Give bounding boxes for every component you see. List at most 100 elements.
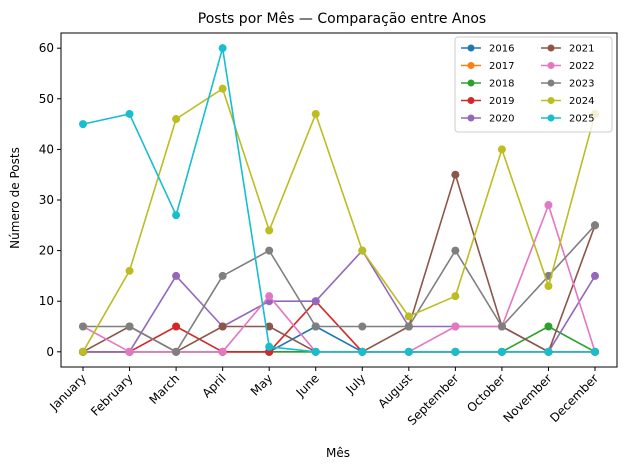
data-point [544,322,553,331]
legend-swatch-marker [467,62,475,69]
x-tick-label: May [248,371,275,398]
data-point [218,271,227,280]
y-tick-label: 40 [39,142,54,156]
data-point [358,322,367,331]
data-point [544,347,553,356]
data-point [125,109,134,118]
series-line [83,325,595,353]
x-tick-label: November [501,371,555,425]
data-point [404,322,413,331]
series-line [82,87,596,353]
data-point [265,246,274,255]
data-point [172,115,181,124]
y-tick-label: 0 [46,345,54,359]
series-2022 [79,201,599,356]
data-point [497,347,506,356]
legend-item: 2018 [461,79,514,90]
legend-swatch-marker [547,97,555,104]
series-line [83,224,596,353]
x-tick-label: December [547,371,601,425]
data-point [172,347,181,356]
data-point [172,211,181,220]
x-tick-label: March [146,371,182,407]
legend-item: 2016 [461,44,514,55]
legend-label: 2024 [569,96,594,107]
series-line [82,173,596,353]
data-point [544,201,553,210]
data-point [311,322,320,331]
series-group [79,44,599,356]
data-point [79,120,87,129]
legend-item: 2017 [461,61,514,72]
data-point [125,266,134,275]
data-point [125,322,134,331]
legend-label: 2017 [489,61,514,72]
x-tick-label: July [343,371,369,397]
legend-swatch-marker [547,79,555,87]
data-point [172,271,181,280]
y-tick-label: 30 [39,193,54,207]
x-tick-label: June [293,371,322,400]
legend-swatch-marker [547,62,555,69]
series-2023 [79,221,599,356]
legend-item: 2019 [461,96,514,107]
legend: 2016 2017 2018 2019 2020 2021 2022 2023 2024 2025 [454,36,613,133]
data-point [265,342,274,351]
x-tick-label: February [88,371,136,419]
data-point [544,282,553,291]
series-2021 [79,170,599,356]
data-point [404,312,413,321]
data-point [172,322,181,331]
data-point [404,347,413,356]
data-point [125,347,134,356]
data-point [218,84,227,93]
data-point [451,292,460,301]
legend-item: 2023 [541,79,594,90]
legend-item: 2022 [541,61,594,72]
data-point [451,170,460,179]
legend-swatch-marker [547,44,555,52]
y-tick-label: 60 [39,41,54,55]
data-point [497,145,506,154]
series-line [83,249,596,353]
chart-title: Posts por Mês — Comparação entre Anos [198,11,486,27]
y-tick-label: 10 [39,294,54,308]
data-point [218,44,227,53]
data-point [311,109,320,118]
legend-item: 2020 [461,114,514,125]
data-point [591,221,599,230]
x-axis-label: Mês [326,446,350,460]
x-tick-label: August [375,371,415,411]
y-axis-label: Número de Posts [8,147,22,249]
legend-item: 2025 [541,114,594,125]
legend-box [454,36,613,133]
legend-label: 2016 [489,44,514,55]
data-point [218,322,227,331]
x-axis: January February March April May June July Augu… [46,367,601,428]
legend-swatch-marker [547,114,555,122]
legend-item: 2024 [541,96,594,107]
data-point [265,226,274,235]
data-point [591,271,599,280]
data-point [451,322,460,331]
legend-swatch-marker [467,44,475,52]
legend-label: 2019 [489,96,514,107]
legend-item: 2021 [541,44,594,55]
series-line [82,47,595,353]
legend-label: 2018 [489,79,514,90]
data-point [218,347,227,356]
legend-label: 2025 [569,114,594,125]
series-2024 [79,84,599,356]
data-point [497,322,506,331]
data-point [265,292,274,301]
series-2025 [79,44,599,356]
legend-label: 2020 [489,114,514,125]
data-point [451,246,460,255]
data-point [591,347,599,356]
legend-swatch-marker [467,79,475,87]
legend-swatch-marker [467,114,475,122]
data-point [358,347,367,356]
data-point [311,347,320,356]
data-point [451,347,460,356]
